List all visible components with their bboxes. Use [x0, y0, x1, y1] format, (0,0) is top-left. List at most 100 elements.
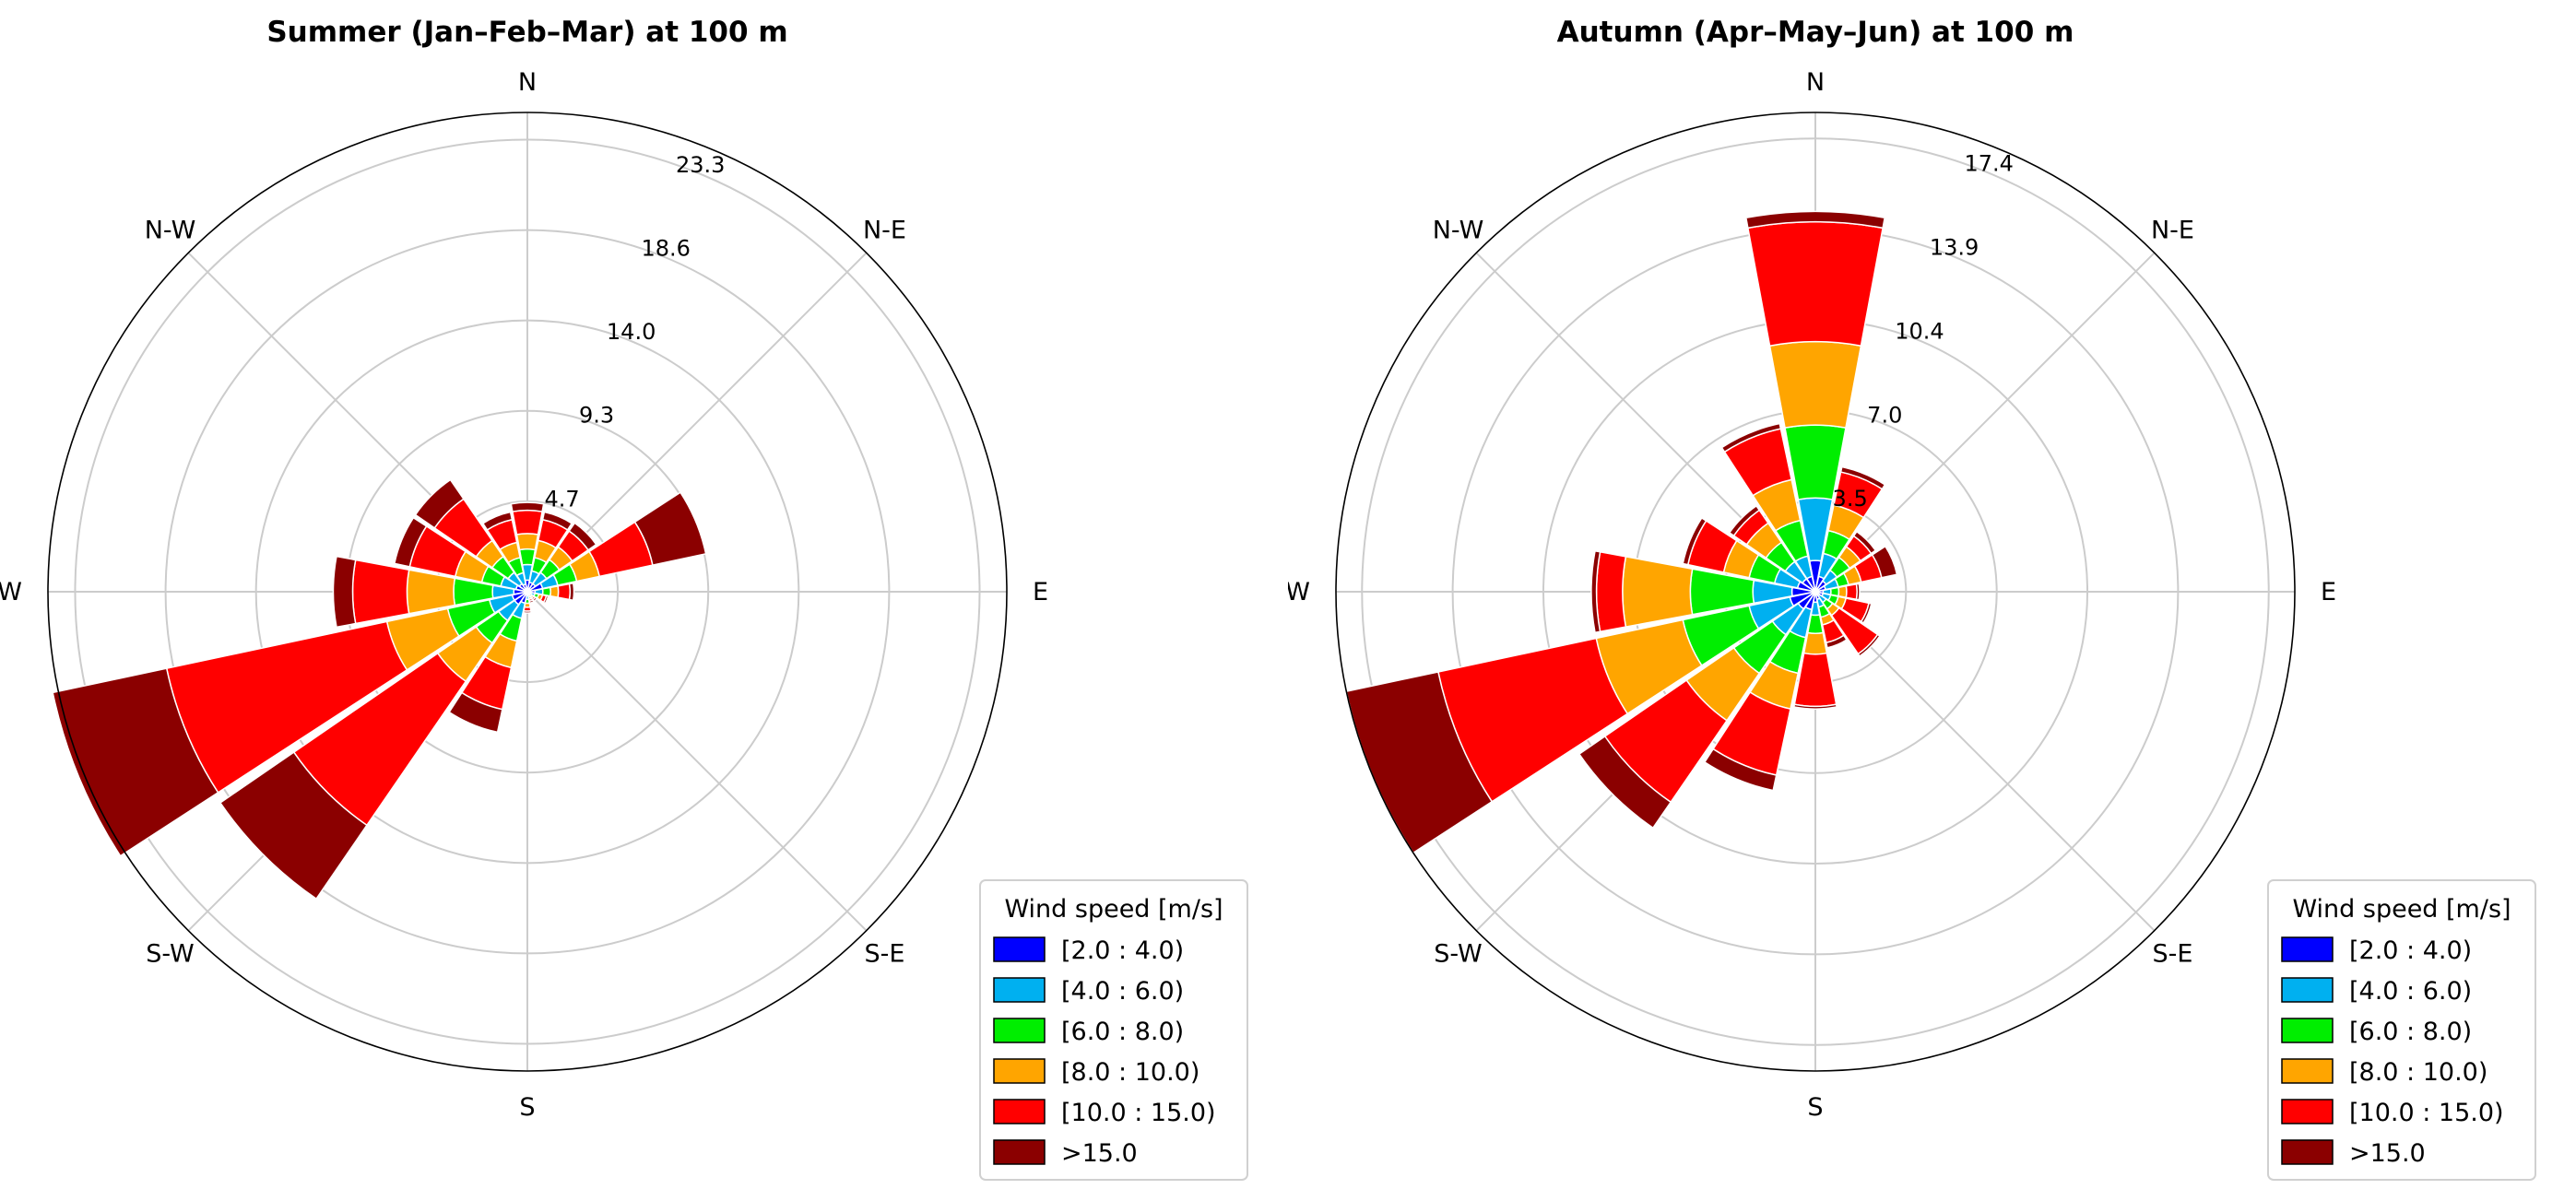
legend-title: Wind speed [m/s] [2292, 895, 2511, 924]
polar-frame [1335, 112, 2296, 1072]
wedge-segment [1682, 516, 1707, 566]
legend-swatch [2281, 1139, 2334, 1165]
radial-tick-label: 10.4 [1895, 318, 1944, 344]
legend-swatch [2281, 1099, 2334, 1124]
wedge-segment [1860, 602, 1873, 624]
direction-label-n-w: N-W [1433, 217, 1484, 245]
direction-label-w: W [0, 578, 22, 606]
legend-swatch [993, 936, 1046, 962]
direction-label-n-w: N-W [145, 217, 196, 245]
legend-swatch [993, 977, 1046, 1003]
legend-label: [6.0 : 8.0) [2349, 1018, 2472, 1046]
wedge-segment [481, 511, 514, 531]
wedge-segment [1837, 584, 1848, 599]
wedge-segment [1720, 422, 1782, 453]
chart-title: Summer (Jan–Feb–Mar) at 100 m [266, 16, 787, 49]
wedge-segment [1825, 634, 1848, 649]
wedge-segment [1802, 631, 1828, 655]
legend-title: Wind speed [m/s] [1004, 895, 1223, 924]
wedge-segment [1590, 549, 1601, 634]
angular-gridline [1814, 591, 2156, 932]
legend: Wind speed [m/s] [2.0 : 4.0) [4.0 : 6.0) [6… [2267, 879, 2536, 1181]
direction-label-n: N [1806, 68, 1825, 97]
legend-label: [4.0 : 6.0) [1061, 977, 1184, 1006]
wedge-segment [351, 559, 410, 625]
chart-title: Autumn (Apr–May–Jun) at 100 m [1557, 16, 2074, 49]
direction-label-s: S [519, 1093, 535, 1122]
wedge-segment [414, 478, 465, 529]
windrose-chart-summer: Summer (Jan–Feb–Mar) at 100 m 4.7 9.3 14.0 1… [0, 16, 1248, 1181]
wedge-segment [1855, 583, 1861, 601]
wedge-segment [1768, 340, 1862, 430]
wedge-segment [1871, 545, 1898, 579]
direction-label-s-e: S-E [865, 939, 905, 968]
legend-box [2267, 879, 2536, 1181]
wedge-segment [568, 582, 575, 602]
legend-label: [2.0 : 4.0) [1061, 936, 1184, 965]
radial-tick-label: 9.3 [579, 403, 614, 429]
radial-tick-label: 14.0 [607, 319, 656, 345]
wedge-segment [1857, 633, 1881, 657]
angular-gridline [526, 591, 868, 932]
legend-swatch [2281, 1058, 2334, 1084]
legend-swatch [993, 1018, 1046, 1043]
legend-swatch [2281, 936, 2334, 962]
wedge-segment [541, 511, 573, 531]
legend-box [979, 879, 1248, 1181]
wedges [1345, 210, 1898, 854]
wedge-segment [515, 533, 539, 551]
radial-tick-label: 3.5 [1833, 486, 1868, 512]
legend-label: [4.0 : 6.0) [2349, 977, 2472, 1006]
legend-label: [2.0 : 4.0) [2349, 936, 2472, 965]
legend-label: >15.0 [1061, 1139, 1138, 1168]
wedge-segment [1728, 504, 1761, 537]
direction-label-s-w: S-W [146, 939, 194, 968]
direction-label-s-w: S-W [1434, 939, 1482, 968]
legend-swatch [2281, 1018, 2334, 1043]
wedge-segment [1578, 735, 1672, 830]
wedge-segment [1792, 703, 1838, 710]
wedge-segment [1622, 556, 1694, 628]
direction-label-s-e: S-E [2153, 939, 2193, 968]
direction-label-e: E [1033, 578, 1048, 606]
angular-gridline [1814, 252, 2156, 593]
legend-label: [6.0 : 8.0) [1061, 1018, 1184, 1046]
wedge-segment [1839, 465, 1886, 490]
wedge-segment [332, 555, 357, 629]
wedge-segment [1845, 583, 1858, 601]
radial-tick-label: 17.4 [1964, 151, 2013, 177]
direction-label-n-e: N-E [2151, 217, 2194, 245]
radial-tick-label: 13.9 [1930, 235, 1979, 261]
legend-swatch [993, 1099, 1046, 1124]
windrose-panel-autumn: Autumn (Apr–May–Jun) at 100 m 3.5 7.0 10.4 1… [1288, 0, 2576, 1189]
legend-label: [8.0 : 10.0) [1061, 1058, 1199, 1087]
direction-label-e: E [2321, 578, 2336, 606]
wedge-segment [1746, 221, 1885, 347]
wedge-segment [518, 547, 537, 566]
wedge-segment [568, 522, 597, 551]
wedge-segment [406, 569, 456, 615]
legend-label: [10.0 : 15.0) [2349, 1099, 2504, 1127]
radial-tick-label: 23.3 [676, 152, 725, 178]
legend-swatch [993, 1058, 1046, 1084]
radial-tick-label: 4.7 [544, 486, 579, 512]
legend: Wind speed [m/s] [2.0 : 4.0) [4.0 : 6.0) [6… [979, 879, 1248, 1181]
wedge-segment [1595, 550, 1627, 633]
wedge-segment [542, 594, 549, 605]
wedge-segment [549, 584, 560, 599]
radial-tick-label: 7.0 [1867, 402, 1902, 428]
windrose-chart-autumn: Autumn (Apr–May–Jun) at 100 m 3.5 7.0 10.4 1… [1288, 16, 2536, 1181]
polar-frame [47, 112, 1008, 1072]
direction-label-s: S [1807, 1093, 1823, 1122]
legend-swatch [2281, 977, 2334, 1003]
wedge-segment [448, 691, 503, 734]
direction-label-n: N [518, 68, 537, 97]
wedge-segment [557, 583, 572, 601]
legend-swatch [993, 1139, 1046, 1165]
direction-label-n-e: N-E [863, 217, 906, 245]
wedge-segment [522, 609, 533, 614]
legend-label: [8.0 : 10.0) [2349, 1058, 2487, 1087]
radial-tick-label: 18.6 [641, 235, 690, 261]
wedge-segment [512, 509, 543, 536]
wedge-segment [510, 501, 545, 512]
